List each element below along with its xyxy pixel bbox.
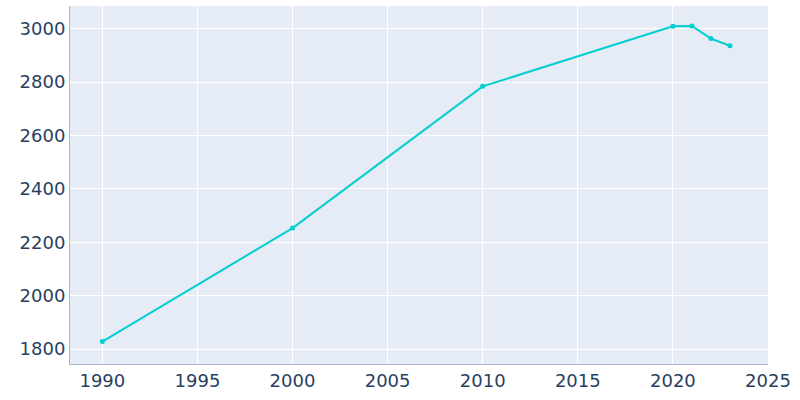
svg-text:2200: 2200 [20,232,66,253]
svg-text:2015: 2015 [555,370,601,391]
svg-text:1990: 1990 [79,370,125,391]
svg-text:1995: 1995 [175,370,221,391]
svg-text:2025: 2025 [745,370,791,391]
svg-text:2000: 2000 [20,285,66,306]
svg-text:2010: 2010 [460,370,506,391]
svg-text:3000: 3000 [20,18,66,39]
svg-text:2400: 2400 [20,178,66,199]
svg-text:2800: 2800 [20,71,66,92]
svg-text:1800: 1800 [20,338,66,359]
svg-text:2600: 2600 [20,125,66,146]
svg-text:2005: 2005 [365,370,411,391]
svg-text:2020: 2020 [650,370,696,391]
svg-text:2000: 2000 [270,370,316,391]
